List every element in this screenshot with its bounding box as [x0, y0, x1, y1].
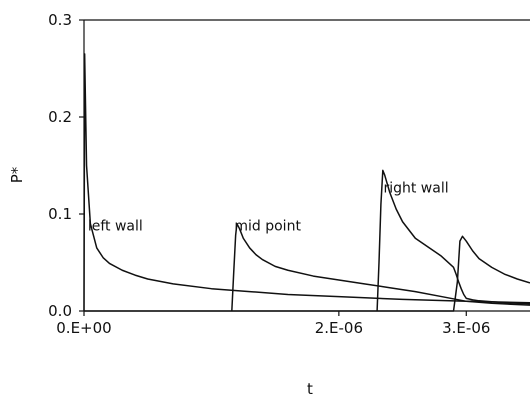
series-line-2 [231, 222, 530, 312]
y-tick-label: 0.2 [48, 108, 72, 126]
y-axis-label: P* [8, 166, 26, 183]
x-tick-label: 2.E-06 [315, 319, 363, 337]
annotations: left wall mid point right wall [88, 181, 449, 235]
x-axis-label: t [307, 380, 313, 398]
annotation-label: right wall [383, 181, 448, 197]
annotation-label: left wall [88, 218, 143, 234]
y-tick-label: 0.0 [48, 302, 72, 320]
axis-ticks: 0.0 0.1 0.2 0.3 0.E+00 2.E-06 3.E-06 [48, 11, 490, 337]
series-line-4 [84, 235, 530, 312]
annotation-label: mid point [234, 218, 301, 234]
y-tick-label: 0.3 [48, 11, 72, 29]
x-tick-label: 3.E-06 [442, 319, 490, 337]
plot-frame [83, 19, 530, 312]
series-group [83, 53, 530, 312]
x-tick-label: 0.E+00 [56, 319, 111, 337]
y-tick-label: 0.1 [48, 205, 72, 223]
series-line-3 [376, 169, 530, 312]
series-line-1 [83, 53, 530, 312]
